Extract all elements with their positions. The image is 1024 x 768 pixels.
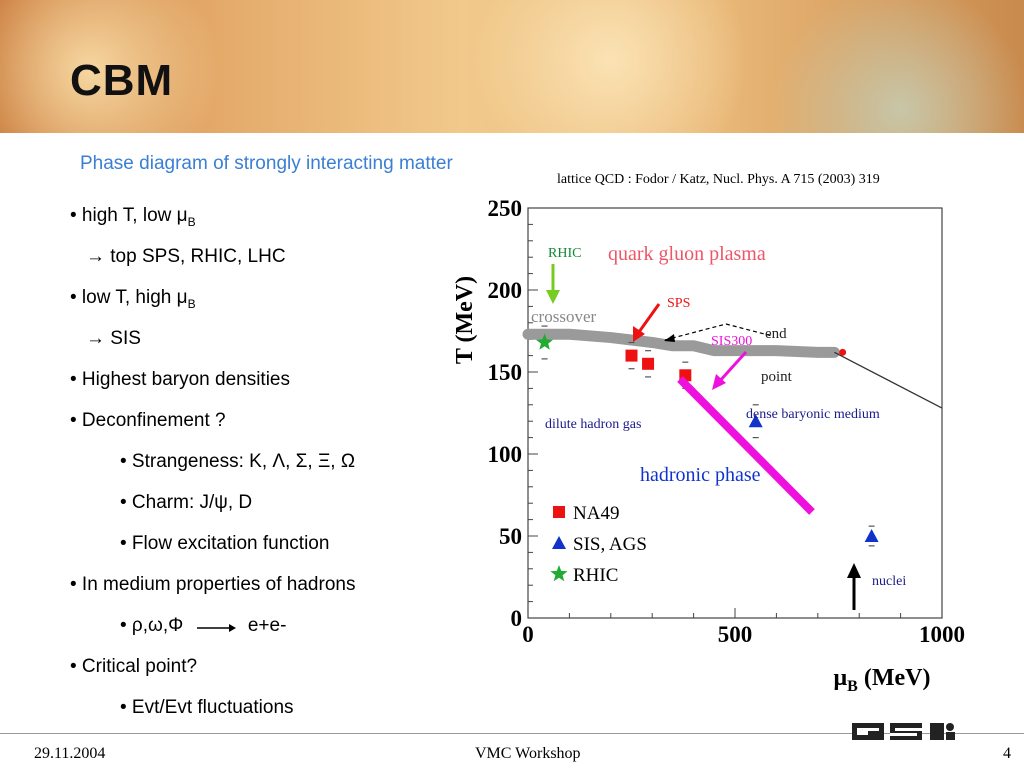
footer-divider	[0, 733, 1024, 734]
data-point	[625, 349, 638, 362]
legend-label: SIS, AGS	[573, 534, 647, 555]
bullet-item: • Highest baryon densities	[70, 369, 290, 390]
critical-point-bracket	[664, 323, 773, 341]
bullet-item: • Charm: J/ψ, D	[120, 492, 253, 513]
x-tick-label: 0	[522, 622, 534, 647]
y-tick-label: 250	[488, 196, 523, 221]
crossover-band	[522, 328, 840, 358]
data-point	[536, 333, 554, 350]
bullet-item: • ρ,ω,Φ e+e-	[120, 615, 287, 636]
data-markers	[536, 325, 879, 547]
sps-label: SPS	[667, 296, 690, 311]
gsi-logo	[852, 723, 955, 740]
sps-arrow	[637, 303, 661, 333]
legend-marker	[553, 506, 565, 518]
end-point-label-1: end	[765, 326, 787, 342]
rhic-label: RHIC	[548, 246, 581, 261]
y-tick-label: 0	[511, 606, 523, 631]
plot-frame	[527, 207, 943, 619]
x-axis-title: μB (MeV)	[834, 665, 931, 695]
dense-medium-label: dense baryonic medium	[746, 407, 880, 422]
slide-title: CBM	[70, 56, 174, 105]
axes: 0 50 100 150 200 250 0 500 1000	[488, 196, 966, 647]
nuclei-label: nuclei	[872, 574, 906, 589]
header-banner: CBM	[0, 0, 1024, 133]
data-point	[642, 357, 655, 370]
nuclei-arrowhead	[847, 563, 861, 578]
rhic-arrowhead	[546, 290, 560, 304]
footer-page-number: 4	[1003, 745, 1011, 762]
sis300-arrow	[716, 350, 748, 385]
arrow-right-icon	[196, 623, 236, 632]
bullet-item: → top SPS, RHIC, LHC	[86, 246, 286, 267]
y-tick-label: 50	[499, 524, 522, 549]
crossover-label: crossover	[531, 307, 596, 326]
bullet-item: • Critical point?	[70, 656, 198, 677]
sis300-arrowhead	[712, 374, 726, 390]
y-tick-label: 200	[488, 278, 523, 303]
qgp-label: quark gluon plasma	[608, 243, 766, 265]
slide-subtitle: Phase diagram of strongly interacting ma…	[80, 153, 453, 174]
footer-date: 29.11.2004	[34, 745, 106, 762]
bullet-item: • Deconfinement ?	[70, 410, 226, 431]
data-point	[864, 529, 879, 542]
legend-label: RHIC	[573, 565, 618, 586]
y-tick-label: 150	[488, 360, 523, 385]
banner-decoration	[470, 0, 750, 133]
legend: NA49 SIS, AGS RHIC	[550, 503, 647, 586]
sis300-bar	[677, 376, 815, 515]
critical-point	[839, 348, 847, 356]
x-tick-label: 500	[718, 622, 753, 647]
bullet-item: • Strangeness: K, Λ, Σ, Ξ, Ω	[120, 451, 356, 472]
bullet-item: • Evt/Evt fluctuations	[120, 697, 294, 718]
sis300-label: SIS300	[711, 334, 752, 349]
transition-line	[834, 351, 943, 409]
bullet-item: • In medium properties of hadrons	[70, 574, 356, 595]
y-axis-title: T (MeV)	[452, 276, 478, 364]
data-point	[679, 369, 692, 382]
dilute-gas-label: dilute hadron gas	[545, 417, 641, 432]
data-point	[748, 414, 763, 428]
sps-arrowhead	[633, 326, 645, 342]
banner-decoration	[0, 0, 220, 133]
end-point-label-2: point	[761, 369, 793, 385]
bullet-item: • Flow excitation function	[120, 533, 330, 554]
legend-label: NA49	[573, 503, 619, 524]
bullet-item: → SIS	[86, 328, 141, 349]
bullet-item: • high T, low μB	[70, 205, 196, 229]
y-tick-label: 100	[488, 442, 523, 467]
bracket-arrowhead	[664, 334, 675, 342]
hadronic-phase-label: hadronic phase	[640, 464, 761, 486]
x-tick-label: 1000	[919, 622, 965, 647]
bullet-item: • low T, high μB	[70, 287, 196, 311]
legend-marker	[550, 565, 568, 582]
banner-decoration	[770, 0, 1024, 133]
reference-citation: lattice QCD : Fodor / Katz, Nucl. Phys. …	[557, 172, 880, 187]
legend-marker	[552, 536, 566, 549]
footer-event: VMC Workshop	[475, 745, 581, 762]
